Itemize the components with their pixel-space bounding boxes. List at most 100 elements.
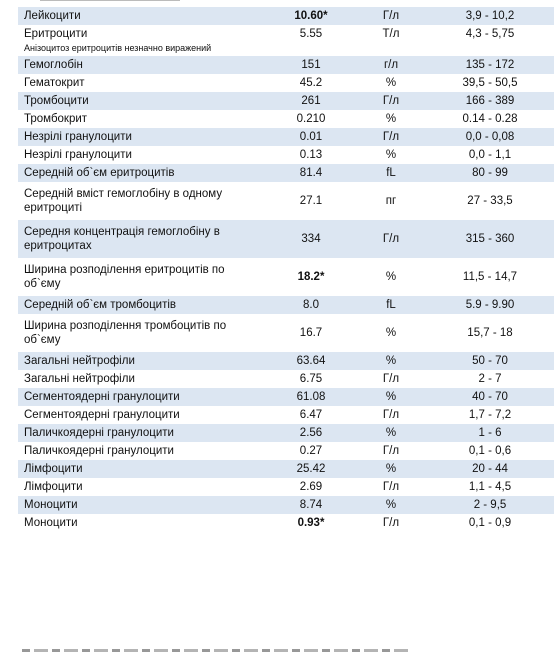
test-unit: fL [356, 164, 426, 182]
reference-range: 166 - 389 [426, 92, 554, 110]
result-row: Загальні нейтрофіли 63.64% 50 - 70 [18, 352, 554, 370]
test-name: Гематокрит [24, 77, 85, 89]
test-unit: % [385, 327, 397, 339]
test-name: Гемоглобін [18, 56, 266, 74]
test-value: 8.74 [266, 496, 356, 514]
reference-range: 1 - 6 [426, 424, 554, 442]
test-value: 0.13 [299, 149, 323, 161]
reference-range: 315 - 360 [426, 220, 554, 258]
test-value: 10.60* [266, 7, 356, 25]
reference-range: 1,1 - 4,5 [468, 481, 512, 493]
reference-range: 39,5 - 50,5 [462, 77, 518, 89]
test-value: 334 [266, 220, 356, 258]
test-name: Середній об`єм тромбоцитів [18, 296, 266, 314]
result-row: Тромбокрит 0.210% 0.14 - 0.28 [18, 110, 554, 128]
test-value: 45.2 [299, 77, 323, 89]
test-value: 261 [266, 92, 356, 110]
test-unit: % [356, 424, 426, 442]
result-row: Сегментоядерні гранулоцити 6.47 Г/л 1,7 - 7… [18, 406, 554, 424]
reference-range: 50 - 70 [426, 352, 554, 370]
test-unit: г/л [356, 56, 426, 74]
test-name: Моноцити [18, 496, 266, 514]
reference-range: 15,7 - 18 [467, 327, 513, 339]
test-unit: % [385, 271, 397, 283]
test-unit: Г/л [356, 7, 426, 25]
test-unit: Г/л [382, 481, 400, 493]
test-name: Сегментоядерні гранулоцити [18, 388, 266, 406]
test-name: Тромбоцити [18, 92, 266, 110]
test-value: 2.69 [299, 481, 323, 493]
test-name: Лейкоцити [18, 7, 266, 25]
test-value: 81.4 [266, 164, 356, 182]
test-unit: % [385, 149, 397, 161]
result-row: Лейкоцити 10.60* Г/л 3,9 - 10,2 [18, 7, 554, 25]
test-name: Середня концентрація гемоглобіну в еритр… [18, 220, 266, 258]
test-unit: % [385, 113, 397, 125]
result-row: Сегментоядерні гранулоцити 61.08% 40 - 70 [18, 388, 554, 406]
test-value: 27.1 [299, 195, 323, 207]
test-unit: fL [356, 296, 426, 314]
test-name: Паличкоядерні гранулоцити [18, 424, 266, 442]
test-value: 0.27 [299, 445, 323, 457]
result-row: Лімфоцити 2.69 Г/л 1,1 - 4,5 [18, 478, 554, 496]
result-row: Незрілі гранулоцити 0.13% 0,0 - 1,1 [18, 146, 554, 164]
result-row: Середній об`єм тромбоцитів 8.0 fL 5.9 - 9.9… [18, 296, 554, 314]
test-value: 63.64 [266, 352, 356, 370]
test-unit: Г/л [382, 445, 400, 457]
result-row: Моноцити 8.74% 2 - 9,5 [18, 496, 554, 514]
test-name: Моноцити [24, 517, 78, 529]
test-unit: % [385, 77, 397, 89]
test-value: 25.42 [266, 460, 356, 478]
reference-range: 0,0 - 1,1 [468, 149, 512, 161]
test-value: 2.56 [266, 424, 356, 442]
result-row: Середній вміст гемоглобіну в одному ерит… [18, 182, 554, 220]
result-row: Паличкоядерні гранулоцити 0.27 Г/л 0,1 - 0,… [18, 442, 554, 460]
results-table-body: Лейкоцити 10.60* Г/л 3,9 - 10,2 Еритроцити 5.… [18, 7, 554, 532]
result-row: Середня концентрація гемоглобіну в еритр… [18, 220, 554, 258]
result-note-row: Анізоцитоз еритроцитів незначно виражени… [18, 43, 554, 56]
test-unit: Г/л [356, 92, 426, 110]
result-row: Тромбоцити 261 Г/л 166 - 389 [18, 92, 554, 110]
test-value: 0.01 [266, 128, 356, 146]
test-unit: % [356, 388, 426, 406]
reference-range: 3,9 - 10,2 [426, 7, 554, 25]
reference-range: 11,5 - 14,7 [462, 271, 518, 283]
reference-range: 4,3 - 5,75 [465, 28, 515, 40]
test-value: 16.7 [299, 327, 323, 339]
result-row: Ширина розподілення еритроцитів по об`єм… [18, 258, 554, 296]
test-value: 0.210 [296, 113, 326, 125]
cropped-header-edge [40, 0, 180, 1]
test-name: Середній вміст гемоглобіну в одному ерит… [24, 188, 223, 214]
blood-test-results-table: Лейкоцити 10.60* Г/л 3,9 - 10,2 Еритроцити 5.… [18, 7, 554, 532]
test-name: Сегментоядерні гранулоцити [24, 409, 180, 421]
test-unit: Г/л [356, 128, 426, 146]
test-value: 8.0 [266, 296, 356, 314]
test-name: Незрілі гранулоцити [24, 149, 132, 161]
test-unit: Г/л [382, 373, 400, 385]
test-unit: Г/л [356, 220, 426, 258]
cropped-footer-text [22, 649, 412, 652]
result-row: Моноцити 0.93* Г/л 0,1 - 0,9 [18, 514, 554, 532]
test-value: 151 [266, 56, 356, 74]
test-unit: % [356, 352, 426, 370]
reference-range: 2 - 9,5 [426, 496, 554, 514]
test-unit: Т/л [382, 28, 400, 40]
reference-range: 80 - 99 [426, 164, 554, 182]
test-name: Загальні нейтрофіли [24, 373, 135, 385]
result-row: Незрілі гранулоцити 0.01 Г/л 0,0 - 0,08 [18, 128, 554, 146]
result-row: Середній об`єм еритроцитів 81.4 fL 80 - 99 [18, 164, 554, 182]
test-value: 5.55 [299, 28, 323, 40]
test-value: 0.93* [297, 517, 325, 529]
test-name: Тромбокрит [24, 113, 88, 125]
test-unit: % [356, 460, 426, 478]
result-row: Гемоглобін 151 г/л 135 - 172 [18, 56, 554, 74]
test-unit: Г/л [382, 517, 400, 529]
reference-range: 135 - 172 [426, 56, 554, 74]
reference-range: 27 - 33,5 [467, 195, 513, 207]
reference-range: 2 - 7 [478, 373, 502, 385]
test-name: Ширина розподілення еритроцитів по об`єм… [24, 264, 225, 290]
result-row: Паличкоядерні гранулоцити 2.56% 1 - 6 [18, 424, 554, 442]
reference-range: 40 - 70 [426, 388, 554, 406]
result-note: Анізоцитоз еритроцитів незначно виражени… [24, 43, 212, 53]
